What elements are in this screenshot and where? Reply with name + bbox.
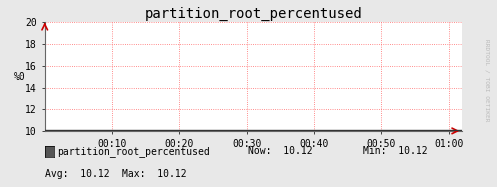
Y-axis label: %0: %0 (14, 72, 26, 82)
Text: Now:  10.12: Now: 10.12 (248, 146, 313, 157)
Title: partition_root_percentused: partition_root_percentused (145, 7, 362, 22)
Text: Max:  10.12: Max: 10.12 (122, 169, 186, 179)
Text: partition_root_percentused: partition_root_percentused (57, 146, 210, 157)
Text: RRDTOOL / TOBI OETIKER: RRDTOOL / TOBI OETIKER (485, 39, 490, 122)
Text: Avg:  10.12: Avg: 10.12 (45, 169, 109, 179)
Text: Min:  10.12: Min: 10.12 (363, 146, 427, 157)
